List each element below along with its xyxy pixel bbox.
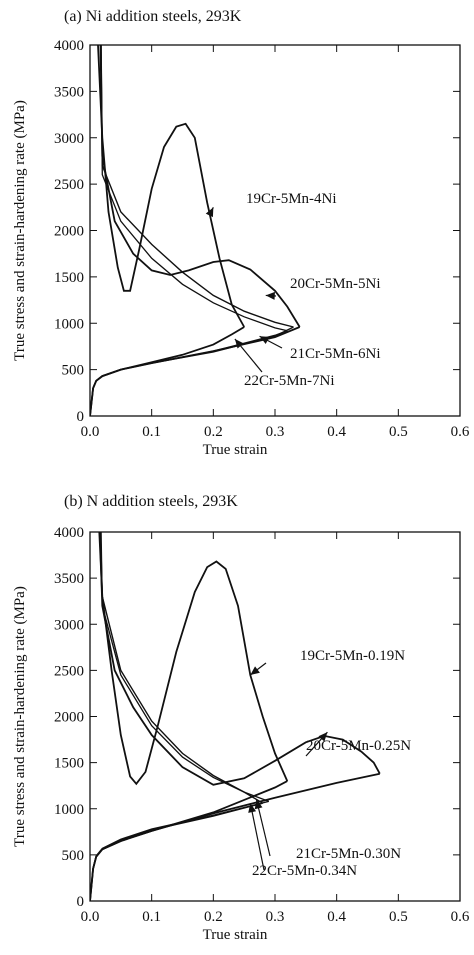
x-tick-label: 0.2 <box>204 424 223 440</box>
hardening-curve <box>99 532 264 804</box>
annotation-arrow-head <box>248 803 257 813</box>
x-tick-label: 0.0 <box>81 424 100 440</box>
annotation-label: 20Cr-5Mn-5Ni <box>290 276 381 292</box>
annotation-label: 21Cr-5Mn-6Ni <box>290 346 381 362</box>
panel-b-title: (b) N addition steels, 293K <box>64 493 238 510</box>
y-tick-label: 3000 <box>54 617 84 633</box>
y-axis-label: True stress and strain-hardening rate (M… <box>12 100 28 361</box>
y-tick-label: 1000 <box>54 802 84 818</box>
curves-group <box>90 45 301 416</box>
y-tick-label: 1500 <box>54 756 84 772</box>
x-tick-label: 0.5 <box>389 424 408 440</box>
hardening-curve <box>97 45 245 328</box>
x-tick-label: 0.3 <box>266 424 285 440</box>
x-tick-label: 0.2 <box>204 909 223 925</box>
y-tick-label: 4000 <box>54 525 84 541</box>
panel-a-title: (a) Ni addition steels, 293K <box>64 8 242 25</box>
curves-group <box>90 532 381 901</box>
annotation-arrow-head <box>234 339 244 349</box>
stress-curve <box>90 772 380 901</box>
x-tick-label: 0.4 <box>327 909 346 925</box>
annotation-arrow-head <box>259 336 270 344</box>
y-tick-label: 1000 <box>54 316 84 332</box>
y-tick-label: 0 <box>77 409 85 425</box>
y-tick-label: 3500 <box>54 571 84 587</box>
annotation-arrow-head <box>318 732 328 742</box>
hardening-curve <box>99 45 301 328</box>
y-tick-label: 1500 <box>54 270 84 286</box>
x-tick-label: 0.5 <box>389 909 408 925</box>
y-tick-label: 2000 <box>54 224 84 240</box>
hardening-curve <box>100 45 294 328</box>
x-axis-label: True strain <box>203 927 268 943</box>
annotation-arrow-head <box>265 291 275 300</box>
y-tick-label: 500 <box>62 363 85 379</box>
x-tick-label: 0.4 <box>327 424 346 440</box>
annotation-arrow-line <box>255 799 271 857</box>
hardening-curve <box>99 532 381 786</box>
y-tick-label: 500 <box>62 848 85 864</box>
x-tick-label: 0.1 <box>142 909 161 925</box>
x-axis-label: True strain <box>203 442 268 458</box>
annotation-label: 20Cr-5Mn-0.25N <box>306 738 411 754</box>
hardening-curve <box>100 45 288 332</box>
hardening-curve <box>100 532 270 803</box>
y-tick-label: 3500 <box>54 84 84 100</box>
annotation-label: 22Cr-5Mn-7Ni <box>244 373 335 389</box>
y-tick-label: 0 <box>77 894 85 910</box>
annotation-arrow-line <box>249 803 265 871</box>
hardening-curve <box>98 532 289 786</box>
annotation-label: 19Cr-5Mn-0.19N <box>300 648 405 664</box>
stress-curve <box>90 802 263 901</box>
annotation-arrow-head <box>254 799 263 810</box>
x-tick-label: 0.3 <box>266 909 285 925</box>
stress-curve <box>90 800 269 901</box>
x-tick-label: 0.6 <box>451 909 470 925</box>
annotation-label: 22Cr-5Mn-0.34N <box>252 863 357 879</box>
x-tick-label: 0.1 <box>142 424 161 440</box>
annotation-arrow-head <box>205 207 214 218</box>
annotation-label: 19Cr-5Mn-4Ni <box>246 191 337 207</box>
stress-curve <box>90 330 288 416</box>
chart-a: 0.0 0.1 0.2 0.3 0.4 0.5 0.6 0 500 1000 1500 2000 250… <box>12 38 470 458</box>
annotation-arrow-head <box>250 666 260 675</box>
x-tick-label: 0.6 <box>451 424 470 440</box>
y-tick-label: 2000 <box>54 710 84 726</box>
x-tick-label: 0.0 <box>81 909 100 925</box>
y-tick-label: 2500 <box>54 177 84 193</box>
y-tick-label: 3000 <box>54 131 84 147</box>
annotation-label: 21Cr-5Mn-0.30N <box>296 846 401 862</box>
y-axis-label: True stress and strain-hardening rate (M… <box>12 586 28 847</box>
y-tick-label: 4000 <box>54 38 84 54</box>
y-tick-label: 2500 <box>54 663 84 679</box>
